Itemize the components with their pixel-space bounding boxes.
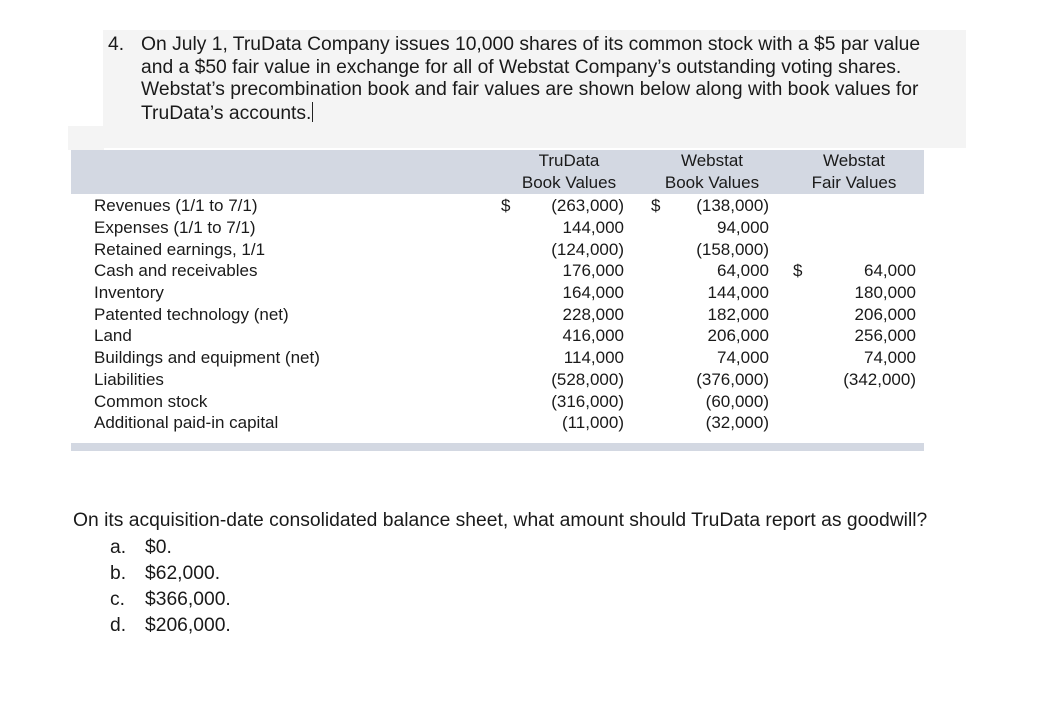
- webstat-book-value: (60,000): [705, 392, 769, 411]
- header-webstat-book: Webstat Book Values: [642, 150, 782, 194]
- row-label: Additional paid-in capital: [94, 413, 279, 432]
- problem-box: [103, 30, 966, 148]
- table-row: Cash and receivables 176,000 64,000 $ 64…: [71, 260, 924, 282]
- header-line: Book Values: [521, 173, 617, 192]
- dollar-sign: $: [501, 196, 511, 215]
- table-row: Expenses (1/1 to 7/1) 144,000 94,000: [71, 217, 924, 239]
- trudata-value: 114,000: [563, 348, 624, 367]
- webstat-fair-value: 256,000: [854, 326, 916, 345]
- webstat-book-value: 182,000: [707, 305, 769, 324]
- webstat-book-value: (158,000): [696, 240, 769, 259]
- row-label: Patented technology (net): [94, 305, 289, 324]
- choice-letter: b.: [110, 563, 127, 584]
- choice-text: $366,000.: [145, 589, 231, 610]
- row-label: Cash and receivables: [94, 261, 258, 280]
- text-cursor: [312, 101, 314, 122]
- row-label: Liabilities: [94, 370, 164, 389]
- webstat-book-value: 74,000: [717, 348, 769, 367]
- table-row: Inventory 164,000 144,000 180,000: [71, 282, 924, 304]
- table-row: Patented technology (net) 228,000 182,00…: [71, 304, 924, 326]
- webstat-fair-value: 64,000: [864, 261, 916, 280]
- header-line: Webstat: [680, 151, 744, 170]
- row-label: Retained earnings, 1/1: [94, 240, 266, 259]
- table-row: Common stock (316,000) (60,000): [71, 391, 924, 413]
- table-row: Retained earnings, 1/1 (124,000) (158,00…: [71, 239, 924, 261]
- trudata-value: (124,000): [551, 240, 624, 259]
- choice-letter: c.: [110, 589, 125, 610]
- table-row: Buildings and equipment (net) 114,000 74…: [71, 347, 924, 369]
- webstat-fair-value: (342,000): [843, 370, 916, 389]
- webstat-book-value: 144,000: [707, 283, 769, 302]
- choice-text: $0.: [145, 537, 172, 558]
- row-label: Inventory: [94, 283, 164, 302]
- webstat-fair-value: 180,000: [854, 283, 916, 302]
- table-footer-band: [71, 443, 924, 451]
- trudata-value: (528,000): [551, 370, 624, 389]
- trudata-value: (263,000): [551, 196, 624, 215]
- dollar-sign: $: [793, 261, 803, 280]
- table-row: Land 416,000 206,000 256,000: [71, 325, 924, 347]
- dollar-sign: $: [651, 196, 661, 215]
- webstat-fair-value: 206,000: [854, 305, 916, 324]
- webstat-book-value: (138,000): [696, 196, 769, 215]
- header-webstat-fair: Webstat Fair Values: [784, 150, 924, 194]
- header-line: Webstat: [822, 151, 886, 170]
- row-label: Land: [94, 326, 132, 345]
- problem-box-step: [68, 126, 104, 150]
- choice-text: $62,000.: [145, 563, 221, 584]
- webstat-book-value: (376,000): [696, 370, 769, 389]
- choice-letter: d.: [110, 615, 127, 636]
- choice-text: $206,000.: [145, 615, 231, 636]
- problem-number: 4.: [108, 34, 125, 55]
- header-line: TruData: [538, 151, 600, 170]
- table-row: Additional paid-in capital (11,000) (32,…: [71, 412, 924, 434]
- question-text: On its acquisition-date consolidated bal…: [73, 510, 928, 531]
- webstat-book-value: 94,000: [717, 218, 769, 237]
- choice-letter: a.: [110, 537, 127, 558]
- trudata-value: 416,000: [562, 326, 624, 345]
- trudata-value: (316,000): [551, 392, 624, 411]
- header-line: Book Values: [664, 173, 760, 192]
- header-trudata-book: TruData Book Values: [499, 150, 639, 194]
- header-line: Fair Values: [811, 173, 897, 192]
- trudata-value: 176,000: [562, 261, 624, 280]
- table-row: Revenues (1/1 to 7/1) $ (263,000) $ (138…: [71, 195, 924, 217]
- trudata-value: 228,000: [562, 305, 624, 324]
- trudata-value: (11,000): [561, 413, 624, 432]
- trudata-value: 164,000: [562, 283, 624, 302]
- webstat-book-value: 206,000: [707, 326, 769, 345]
- values-table: TruData Book Values Webstat Book Values …: [71, 150, 924, 452]
- row-label: Expenses (1/1 to 7/1): [94, 218, 256, 237]
- table-row: Liabilities (528,000) (376,000) (342,000…: [71, 369, 924, 391]
- table-header-band: [71, 150, 924, 194]
- row-label: Buildings and equipment (net): [94, 348, 320, 367]
- webstat-book-value: (32,000): [705, 413, 769, 432]
- row-label: Revenues (1/1 to 7/1): [94, 196, 258, 215]
- webstat-book-value: 64,000: [717, 261, 769, 280]
- problem-text: On July 1, TruData Company issues 10,000…: [141, 34, 921, 124]
- webstat-fair-value: 74,000: [864, 348, 916, 367]
- row-label: Common stock: [94, 392, 208, 411]
- trudata-value: 144,000: [562, 218, 624, 237]
